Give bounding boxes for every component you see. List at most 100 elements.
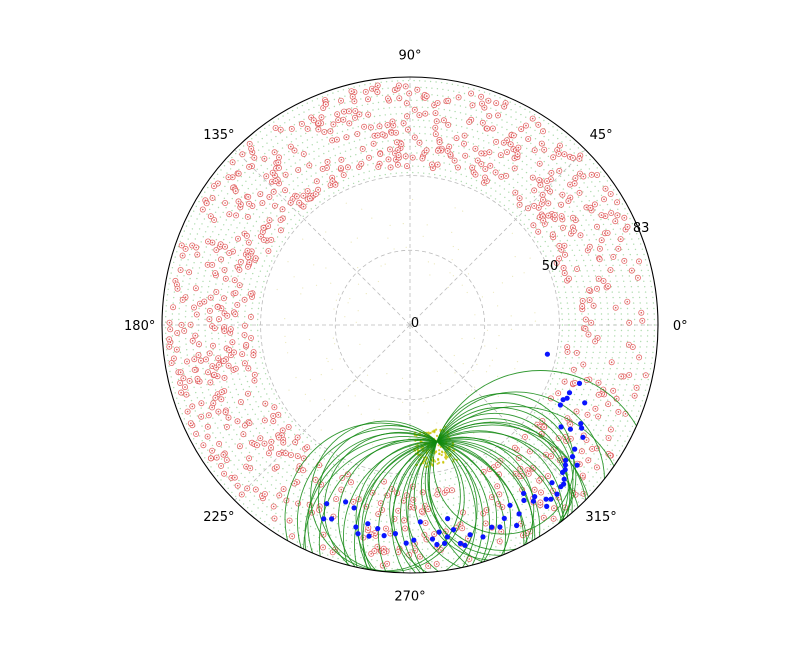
candidate-point-center — [293, 149, 296, 152]
search-grid-dot — [633, 405, 635, 407]
search-grid-dot — [370, 96, 373, 98]
candidate-point-center — [224, 202, 226, 204]
search-grid-dot — [612, 264, 614, 267]
candidate-point-center — [270, 441, 273, 443]
search-grid-dot — [178, 307, 180, 310]
candidate-point-center — [179, 382, 181, 384]
candidate-point-center — [554, 218, 556, 220]
search-grid-dot — [579, 210, 581, 212]
candidate-point-center — [427, 565, 430, 567]
search-grid-dot — [300, 513, 302, 515]
search-grid-dot — [591, 181, 593, 183]
inner-grid-dot — [511, 275, 514, 277]
candidate-point-center — [596, 226, 598, 228]
search-grid-dot — [525, 197, 527, 199]
search-grid-dot — [627, 335, 629, 337]
search-grid-dot — [619, 346, 622, 348]
search-grid-dot — [279, 523, 281, 525]
search-grid-dot — [440, 566, 443, 569]
search-grid-dot — [172, 302, 174, 304]
search-grid-dot — [606, 444, 609, 447]
search-grid-dot — [253, 503, 255, 506]
search-grid-dot — [432, 160, 434, 162]
search-grid-dot — [299, 159, 301, 161]
inner-grid-dot — [497, 395, 499, 397]
candidate-point-center — [406, 102, 408, 105]
inner-grid-dot — [287, 352, 289, 354]
search-grid-dot — [248, 451, 251, 454]
search-grid-dot — [485, 184, 487, 187]
candidate-point-center — [604, 187, 607, 190]
search-grid-dot — [205, 340, 207, 343]
search-grid-dot — [504, 451, 506, 454]
search-grid-dot — [261, 362, 264, 364]
search-grid-dot — [384, 120, 386, 123]
search-grid-dot — [581, 409, 583, 411]
search-grid-dot — [516, 433, 518, 435]
search-grid-dot — [377, 493, 380, 495]
search-grid-dot — [538, 132, 541, 135]
search-grid-dot — [577, 501, 580, 503]
search-grid-dot — [207, 461, 209, 464]
search-grid-dot — [486, 528, 488, 530]
search-grid-dot — [224, 335, 226, 337]
search-grid-dot — [263, 260, 266, 262]
search-grid-dot — [355, 147, 357, 149]
search-grid-dot — [636, 253, 638, 256]
search-grid-dot — [477, 503, 480, 505]
search-grid-dot — [602, 439, 604, 441]
candidate-point-center — [598, 394, 600, 396]
candidate-point-center — [553, 507, 555, 510]
candidate-point-center — [527, 138, 529, 140]
search-grid-dot — [521, 480, 523, 482]
search-grid-dot — [203, 397, 206, 399]
inner-grid-dot — [355, 379, 357, 382]
search-grid-dot — [347, 526, 349, 528]
search-grid-dot — [477, 510, 480, 512]
search-grid-dot — [203, 430, 206, 432]
search-grid-dot — [502, 499, 505, 501]
candidate-point-center — [549, 190, 551, 193]
search-grid-dot — [549, 265, 552, 267]
search-grid-dot — [612, 435, 614, 437]
search-grid-dot — [201, 256, 204, 258]
search-grid-dot — [417, 529, 419, 531]
search-grid-dot — [565, 446, 567, 448]
search-grid-dot — [352, 175, 355, 178]
search-grid-dot — [620, 329, 623, 332]
inner-grid-dot — [334, 343, 336, 345]
candidate-point-center — [278, 182, 280, 185]
candidate-point-center — [273, 517, 276, 520]
search-grid-dot — [564, 162, 567, 164]
candidate-point-center — [195, 246, 197, 249]
search-grid-dot — [255, 220, 258, 223]
search-grid-dot — [166, 349, 168, 351]
search-grid-dot — [225, 207, 227, 209]
search-grid-dot — [276, 236, 279, 238]
search-grid-dot — [605, 351, 608, 354]
candidate-point-center — [635, 387, 638, 389]
search-grid-dot — [626, 243, 628, 245]
candidate-point-center — [406, 115, 408, 118]
search-grid-dot — [570, 362, 572, 364]
candidate-point-center — [560, 248, 563, 251]
search-grid-dot — [574, 313, 576, 315]
search-grid-dot — [191, 316, 193, 318]
search-grid-dot — [516, 441, 519, 443]
search-grid-dot — [634, 248, 637, 251]
search-grid-dot — [217, 427, 219, 429]
search-grid-dot — [231, 471, 233, 473]
search-grid-dot — [198, 420, 201, 422]
search-grid-dot — [268, 491, 271, 493]
search-grid-dot — [410, 106, 413, 108]
candidate-point-center — [224, 245, 226, 248]
search-grid-dot — [631, 222, 634, 225]
search-grid-dot — [293, 524, 296, 526]
candidate-point-center — [538, 179, 540, 181]
search-grid-dot — [508, 457, 510, 459]
search-grid-dot — [270, 484, 273, 486]
search-grid-dot — [588, 168, 591, 170]
search-grid-dot — [344, 95, 346, 97]
search-grid-dot — [165, 305, 167, 307]
search-grid-dot — [261, 286, 264, 288]
